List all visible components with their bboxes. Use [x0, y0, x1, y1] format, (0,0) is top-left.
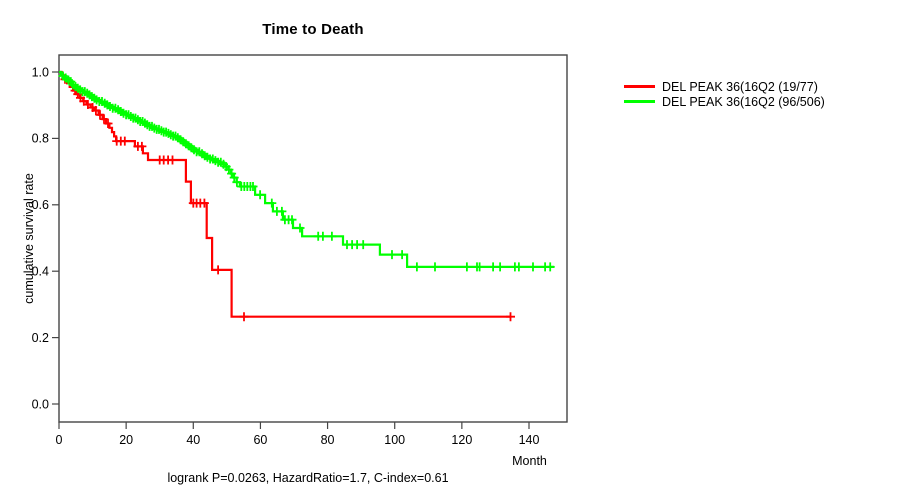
x-tick-label: 60 — [253, 433, 267, 447]
y-tick-label: 0.4 — [32, 265, 49, 279]
x-tick-label: 80 — [321, 433, 335, 447]
y-tick-label: 0.0 — [32, 397, 49, 411]
y-tick-label: 0.6 — [32, 198, 49, 212]
x-tick-label: 100 — [384, 433, 405, 447]
survival-curve-group2 — [59, 70, 555, 268]
footnote: logrank P=0.0263, HazardRatio=1.7, C-ind… — [167, 471, 449, 485]
censor-marks-group2 — [58, 71, 555, 272]
legend-item: DEL PEAK 36(16Q2 (19/77) — [624, 79, 825, 94]
y-tick-label: 1.0 — [32, 65, 49, 79]
legend-item: DEL PEAK 36(16Q2 (96/506) — [624, 94, 825, 109]
x-tick-label: 20 — [119, 433, 133, 447]
y-tick-label: 0.2 — [32, 331, 49, 345]
legend-line-sample — [624, 100, 655, 103]
plot-frame — [58, 54, 568, 423]
x-axis-label: Month — [512, 454, 547, 468]
x-tick-label: 120 — [451, 433, 472, 447]
legend-label: DEL PEAK 36(16Q2 (19/77) — [662, 79, 818, 94]
x-tick-label: 0 — [56, 433, 63, 447]
legend-line-sample — [624, 85, 655, 88]
legend-label: DEL PEAK 36(16Q2 (96/506) — [662, 94, 825, 109]
survival-curve-group1 — [59, 70, 511, 318]
page-title: Time to Death — [262, 21, 364, 38]
legend: DEL PEAK 36(16Q2 (19/77) DEL PEAK 36(16Q2… — [624, 79, 825, 109]
y-tick-label: 0.8 — [32, 132, 49, 146]
x-tick-label: 40 — [186, 433, 200, 447]
x-tick-label: 140 — [519, 433, 540, 447]
